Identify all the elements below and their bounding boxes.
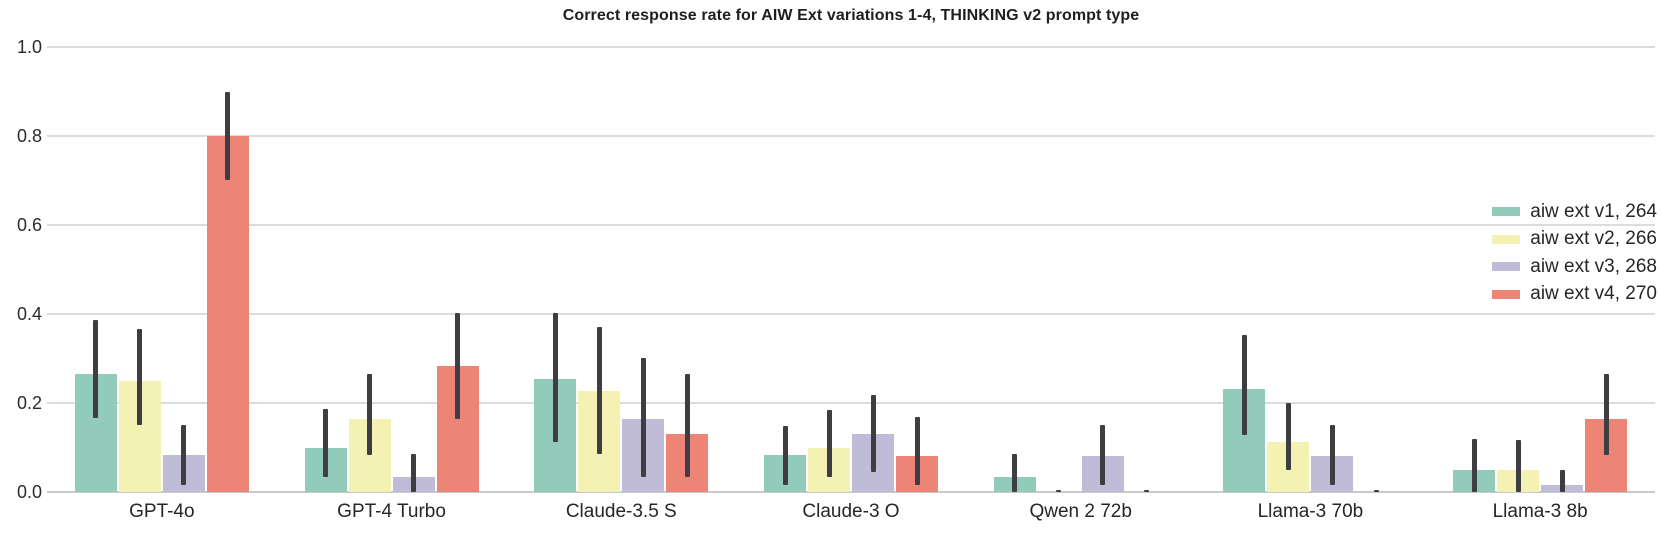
error-bar <box>93 320 99 418</box>
legend-label: aiw ext v1, 264 <box>1530 200 1657 222</box>
error-bar <box>1285 403 1291 471</box>
error-bar <box>552 313 558 443</box>
error-bar <box>1373 490 1379 493</box>
error-bar <box>225 92 231 181</box>
x-tick-label: Claude-3.5 S <box>565 501 677 522</box>
error-bar <box>367 373 373 456</box>
error-bar <box>411 453 417 492</box>
y-tick-label: 0.8 <box>16 126 42 146</box>
legend-item: aiw ext v3, 268 <box>1492 253 1657 281</box>
error-bar <box>640 357 646 477</box>
error-bar <box>596 326 602 454</box>
gridline <box>47 135 1655 137</box>
error-bar <box>1056 490 1062 493</box>
error-bar <box>1515 439 1521 492</box>
gridline <box>47 313 1655 315</box>
x-tick-label: GPT-4o <box>129 501 195 522</box>
x-tick-label: Llama-3 8b <box>1492 501 1588 522</box>
error-bar <box>1329 425 1335 486</box>
y-tick-label: 1.0 <box>16 37 42 57</box>
error-bar <box>323 409 329 477</box>
legend-item: aiw ext v2, 266 <box>1492 226 1657 254</box>
y-tick-label: 0.2 <box>16 393 42 413</box>
error-bar <box>137 328 143 425</box>
error-bar <box>684 374 690 477</box>
legend-swatch <box>1492 207 1521 217</box>
x-tick-label: Qwen 2 72b <box>1029 501 1132 522</box>
error-bar <box>782 425 788 486</box>
gridline <box>47 46 1655 48</box>
error-bar <box>1241 335 1247 435</box>
legend-swatch <box>1492 234 1521 244</box>
y-tick-label: 0.4 <box>16 304 42 324</box>
error-bar <box>181 425 187 486</box>
bar <box>206 136 249 492</box>
legend: aiw ext v1, 264 aiw ext v2, 266 aiw ext v3… <box>1492 198 1657 308</box>
error-bar <box>1559 470 1565 492</box>
legend-item: aiw ext v4, 270 <box>1492 281 1657 309</box>
legend-label: aiw ext v3, 268 <box>1530 255 1657 277</box>
legend-label: aiw ext v4, 270 <box>1530 283 1657 305</box>
error-bar <box>1100 425 1106 486</box>
error-bar <box>870 395 876 472</box>
x-tick-label: GPT-4 Turbo <box>337 501 446 522</box>
legend-swatch <box>1492 289 1521 299</box>
error-bar <box>1144 490 1150 493</box>
x-tick-label: Claude-3 O <box>802 501 900 522</box>
error-bar <box>1603 374 1609 456</box>
error-bar <box>1471 439 1477 492</box>
gridline <box>47 402 1655 404</box>
error-bar <box>1012 453 1018 492</box>
legend-swatch <box>1492 262 1521 272</box>
error-bar <box>914 417 920 486</box>
gridline <box>47 224 1655 226</box>
y-tick-label: 0.6 <box>16 215 42 235</box>
error-bar <box>455 312 461 419</box>
error-bar <box>826 410 832 477</box>
x-tick-label: Llama-3 70b <box>1257 501 1364 522</box>
legend-label: aiw ext v2, 266 <box>1530 228 1657 250</box>
legend-item: aiw ext v1, 264 <box>1492 198 1657 226</box>
x-axis-line <box>47 491 1655 493</box>
y-tick-label: 0.0 <box>16 482 42 502</box>
chart-title: Correct response rate for AIW Ext variat… <box>562 7 1140 24</box>
